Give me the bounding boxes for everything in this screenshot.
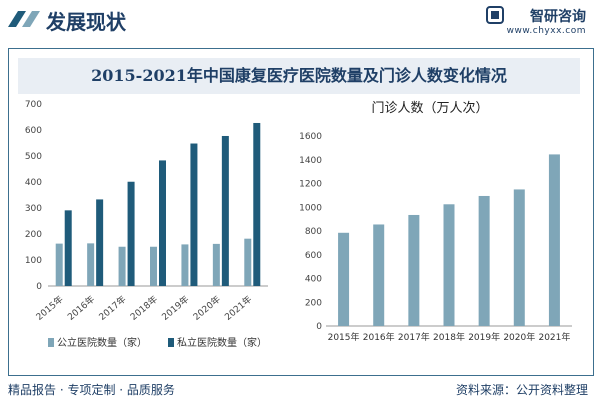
y-tick-label: 400 — [25, 178, 42, 188]
y-tick-label: 400 — [305, 275, 322, 285]
public-hospital-bar — [87, 243, 95, 286]
y-tick-label: 1400 — [300, 156, 322, 166]
y-tick-label: 300 — [25, 204, 42, 214]
footer-source: 资料来源：公开资料整理 — [455, 383, 588, 397]
x-tick-label: 2019年 — [468, 331, 500, 343]
y-tick-label: 600 — [305, 251, 322, 261]
y-tick-label: 700 — [25, 100, 42, 110]
footer-slogan: 精品报告 · 专项定制 · 品质服务 — [8, 383, 175, 397]
public-hospital-bar — [181, 244, 189, 286]
x-tick-label: 2016年 — [363, 331, 395, 343]
page-footer: 精品报告 · 专项定制 · 品质服务 资料来源：公开资料整理 — [0, 376, 600, 400]
public-hospital-bar — [55, 243, 63, 286]
y-tick-label: 800 — [305, 227, 322, 237]
y-tick-label: 1600 — [300, 132, 322, 142]
private-hospital-bar — [159, 160, 166, 286]
x-tick-label: 2015年 — [33, 293, 65, 323]
outpatient-visits-bar — [408, 214, 420, 326]
outpatient-visits-bar — [478, 195, 490, 326]
x-tick-label: 2020年 — [503, 331, 535, 343]
page-title: 发展现状 — [46, 10, 126, 34]
x-tick-label: 2019年 — [159, 293, 191, 323]
page-header: 发展现状 智研咨询 www.chyxx.com — [0, 0, 600, 40]
x-tick-label: 2020年 — [191, 293, 223, 323]
private-hospital-bar — [253, 122, 261, 286]
x-tick-label: 2017年 — [398, 331, 430, 343]
y-tick-label: 1200 — [300, 180, 322, 190]
outpatient-visits-bar — [373, 224, 385, 326]
x-tick-label: 2021年 — [222, 293, 254, 323]
x-tick-label: 2018年 — [128, 293, 160, 323]
legend-label-private: 私立医院数量（家） — [177, 336, 267, 349]
outpatient-visits-chart: 门诊人数（万人次） 0 200 400 600 800 1000 1200 1400 1600 20… — [300, 100, 572, 343]
brand-name: 智研咨询 — [530, 9, 586, 25]
outpatient-visits-bar — [548, 154, 560, 326]
y-tick-label: 0 — [36, 282, 42, 292]
private-hospital-bar — [127, 181, 135, 286]
brand-logo-icon — [486, 6, 504, 24]
x-tick-label: 2016年 — [65, 293, 97, 323]
public-hospital-bar — [118, 246, 126, 286]
y-tick-label: 200 — [305, 298, 322, 308]
content-frame — [8, 48, 594, 376]
private-hospital-bar — [96, 199, 104, 286]
x-tick-label: 2018年 — [433, 331, 465, 343]
brand: 智研咨询 www.chyxx.com — [507, 6, 586, 36]
brand-url: www.chyxx.com — [506, 26, 586, 36]
legend-swatch-private — [168, 338, 174, 347]
y-tick-label: 600 — [25, 126, 42, 136]
public-hospital-bar — [244, 238, 252, 286]
chart-main-title: 2015-2021年中国康复医疗医院数量及门诊人数变化情况 — [91, 66, 507, 85]
private-hospital-bar — [190, 143, 198, 286]
x-tick-label: 2017年 — [96, 293, 128, 323]
outpatient-chart-title: 门诊人数（万人次） — [371, 100, 488, 116]
legend-swatch-public — [48, 338, 54, 347]
y-tick-label: 1000 — [300, 203, 322, 213]
x-tick-label: 2015年 — [328, 331, 360, 343]
outpatient-visits-bar — [513, 189, 525, 326]
chart-banner: 2015-2021年中国康复医疗医院数量及门诊人数变化情况 — [18, 58, 580, 94]
y-tick-label: 200 — [25, 230, 42, 240]
x-tick-label: 2021年 — [538, 331, 570, 343]
private-hospital-bar — [221, 135, 229, 286]
private-hospital-bar — [64, 210, 72, 286]
header-decoration-icon — [8, 11, 40, 27]
y-tick-label: 100 — [25, 256, 42, 266]
outpatient-visits-bar — [338, 232, 350, 326]
y-tick-label: 0 — [316, 322, 322, 332]
legend-label-public: 公立医院数量（家） — [57, 336, 147, 349]
y-tick-label: 500 — [25, 152, 42, 162]
outpatient-visits-bar — [443, 204, 455, 326]
public-hospital-bar — [212, 243, 220, 286]
public-hospital-bar — [150, 246, 157, 286]
